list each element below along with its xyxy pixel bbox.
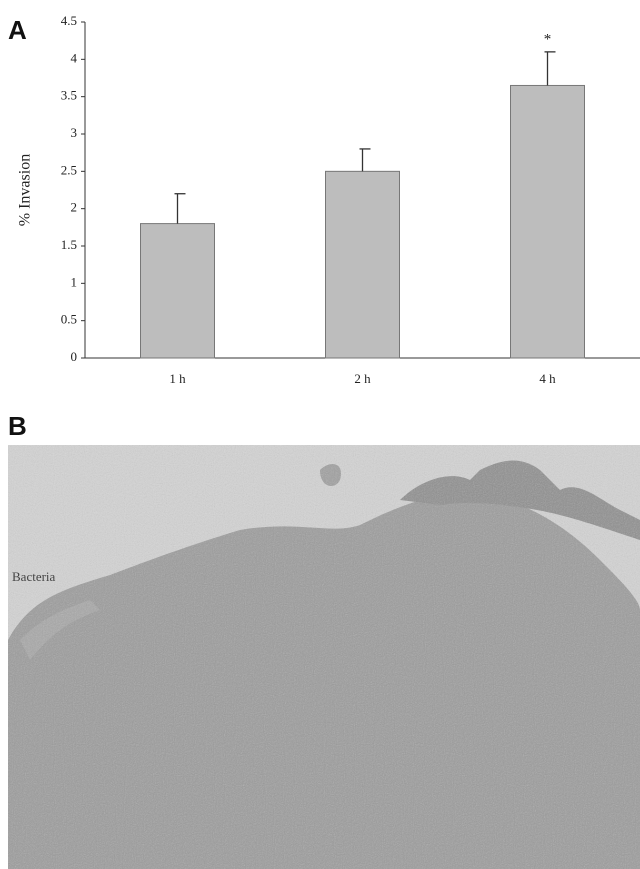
y-tick-label: 3.5: [61, 88, 77, 103]
y-tick-label: 0: [71, 349, 78, 364]
y-tick-label: 2.5: [61, 162, 77, 177]
annotation: *: [544, 31, 552, 47]
micrograph-annotation: Bacteria: [12, 569, 56, 584]
bar: [325, 170, 400, 359]
tissue-fold: [20, 600, 100, 660]
y-axis-label: % Invasion: [17, 154, 34, 226]
error-bar: [544, 51, 556, 86]
x-tick-label: 4 h: [539, 371, 556, 386]
tissue-edge: [400, 460, 640, 540]
x-tick-label: 1 h: [169, 371, 186, 386]
y-tick-label: 2: [71, 200, 78, 215]
panel-label: A: [8, 15, 27, 45]
y-tick-label: 1: [71, 274, 78, 289]
micrograph: [8, 445, 640, 869]
error-bar: [359, 148, 371, 172]
y-tick-label: 0.5: [61, 312, 77, 327]
panel-label: B: [8, 411, 27, 441]
y-tick-label: 4: [71, 50, 78, 65]
tissue: [8, 490, 640, 869]
y-tick-label: 4.5: [61, 13, 77, 28]
y-tick-label: 1.5: [61, 237, 77, 252]
x-tick-label: 2 h: [354, 371, 371, 386]
tissue-fragment: [320, 464, 341, 486]
bar: [510, 84, 585, 359]
y-tick-label: 3: [71, 125, 78, 140]
bar: [140, 223, 215, 359]
error-bar: [174, 193, 186, 224]
